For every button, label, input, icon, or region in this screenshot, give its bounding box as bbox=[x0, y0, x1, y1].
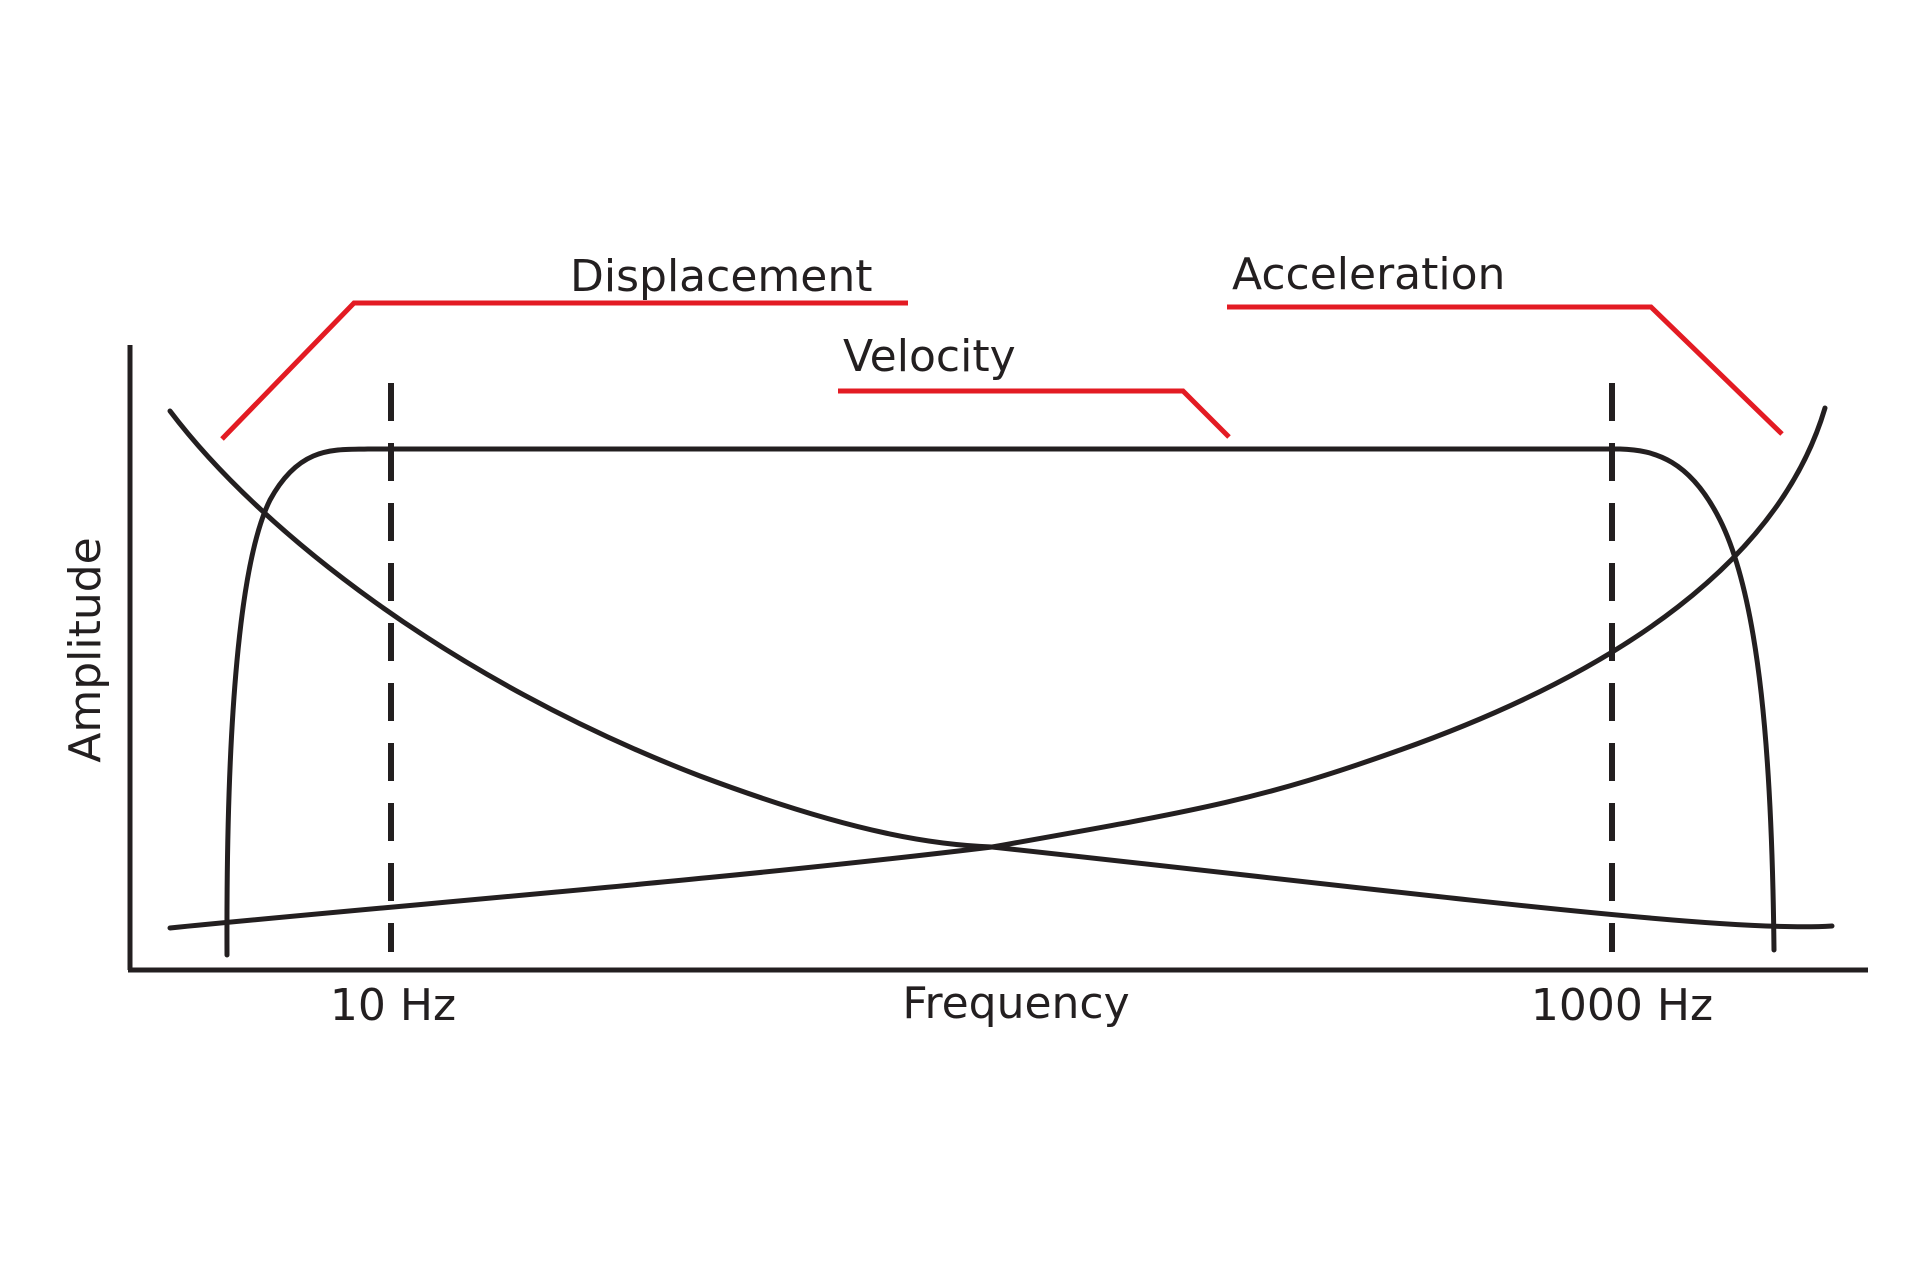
marker-label-10hz: 10 Hz bbox=[330, 980, 456, 1031]
y-axis-label: Amplitude bbox=[60, 537, 111, 762]
x-axis-label: Frequency bbox=[902, 978, 1129, 1029]
velocity-curve bbox=[224, 446, 1777, 958]
velocity-label: Velocity bbox=[843, 331, 1016, 382]
marker-label-1000hz: 1000 Hz bbox=[1531, 980, 1713, 1031]
acceleration-leader bbox=[1227, 304, 1784, 436]
velocity-leader bbox=[838, 388, 1231, 439]
acceleration-label: Acceleration bbox=[1232, 249, 1505, 300]
displacement-leader bbox=[220, 300, 908, 441]
acceleration-curve bbox=[167, 405, 1828, 931]
displacement-label: Displacement bbox=[570, 251, 872, 302]
